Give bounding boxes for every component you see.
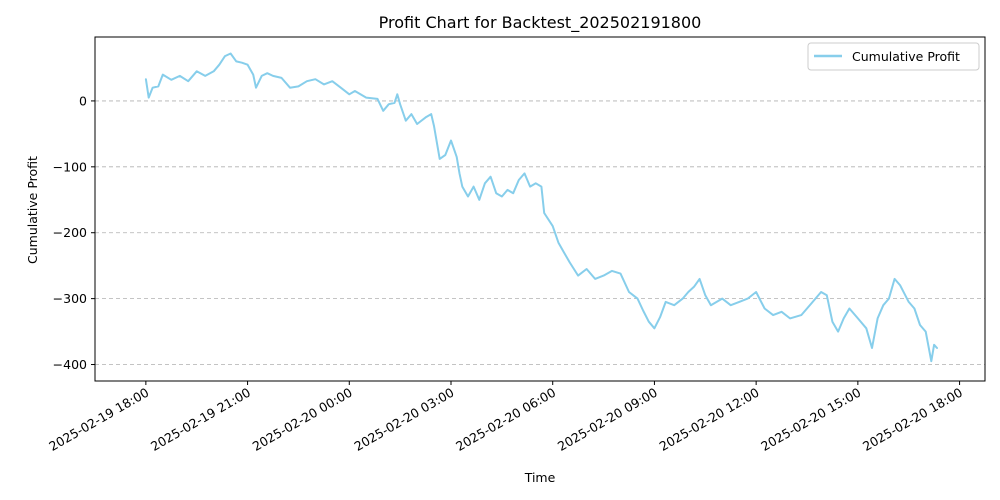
plot-frame xyxy=(94,36,986,382)
series-layer xyxy=(144,52,938,363)
x-axis-label: Time xyxy=(524,470,556,485)
legend-label: Cumulative Profit xyxy=(852,49,960,64)
legend: Cumulative Profit xyxy=(807,42,980,71)
y-tick-label-4: −400 xyxy=(53,357,87,372)
y-axis-ticks: 0 −100 −200 −300 −400 xyxy=(53,93,95,372)
grid-lines xyxy=(95,100,985,365)
y-tick-label-2: −200 xyxy=(53,225,87,240)
legend-box xyxy=(807,42,980,71)
chart-title: Profit Chart for Backtest_202502191800 xyxy=(379,13,702,33)
y-tick-label-1: −100 xyxy=(53,159,87,174)
y-tick-label-3: −300 xyxy=(53,291,87,306)
y-tick-label-0: 0 xyxy=(79,93,87,108)
y-axis-label: Cumulative Profit xyxy=(25,156,40,264)
series-line-0 xyxy=(144,52,938,363)
